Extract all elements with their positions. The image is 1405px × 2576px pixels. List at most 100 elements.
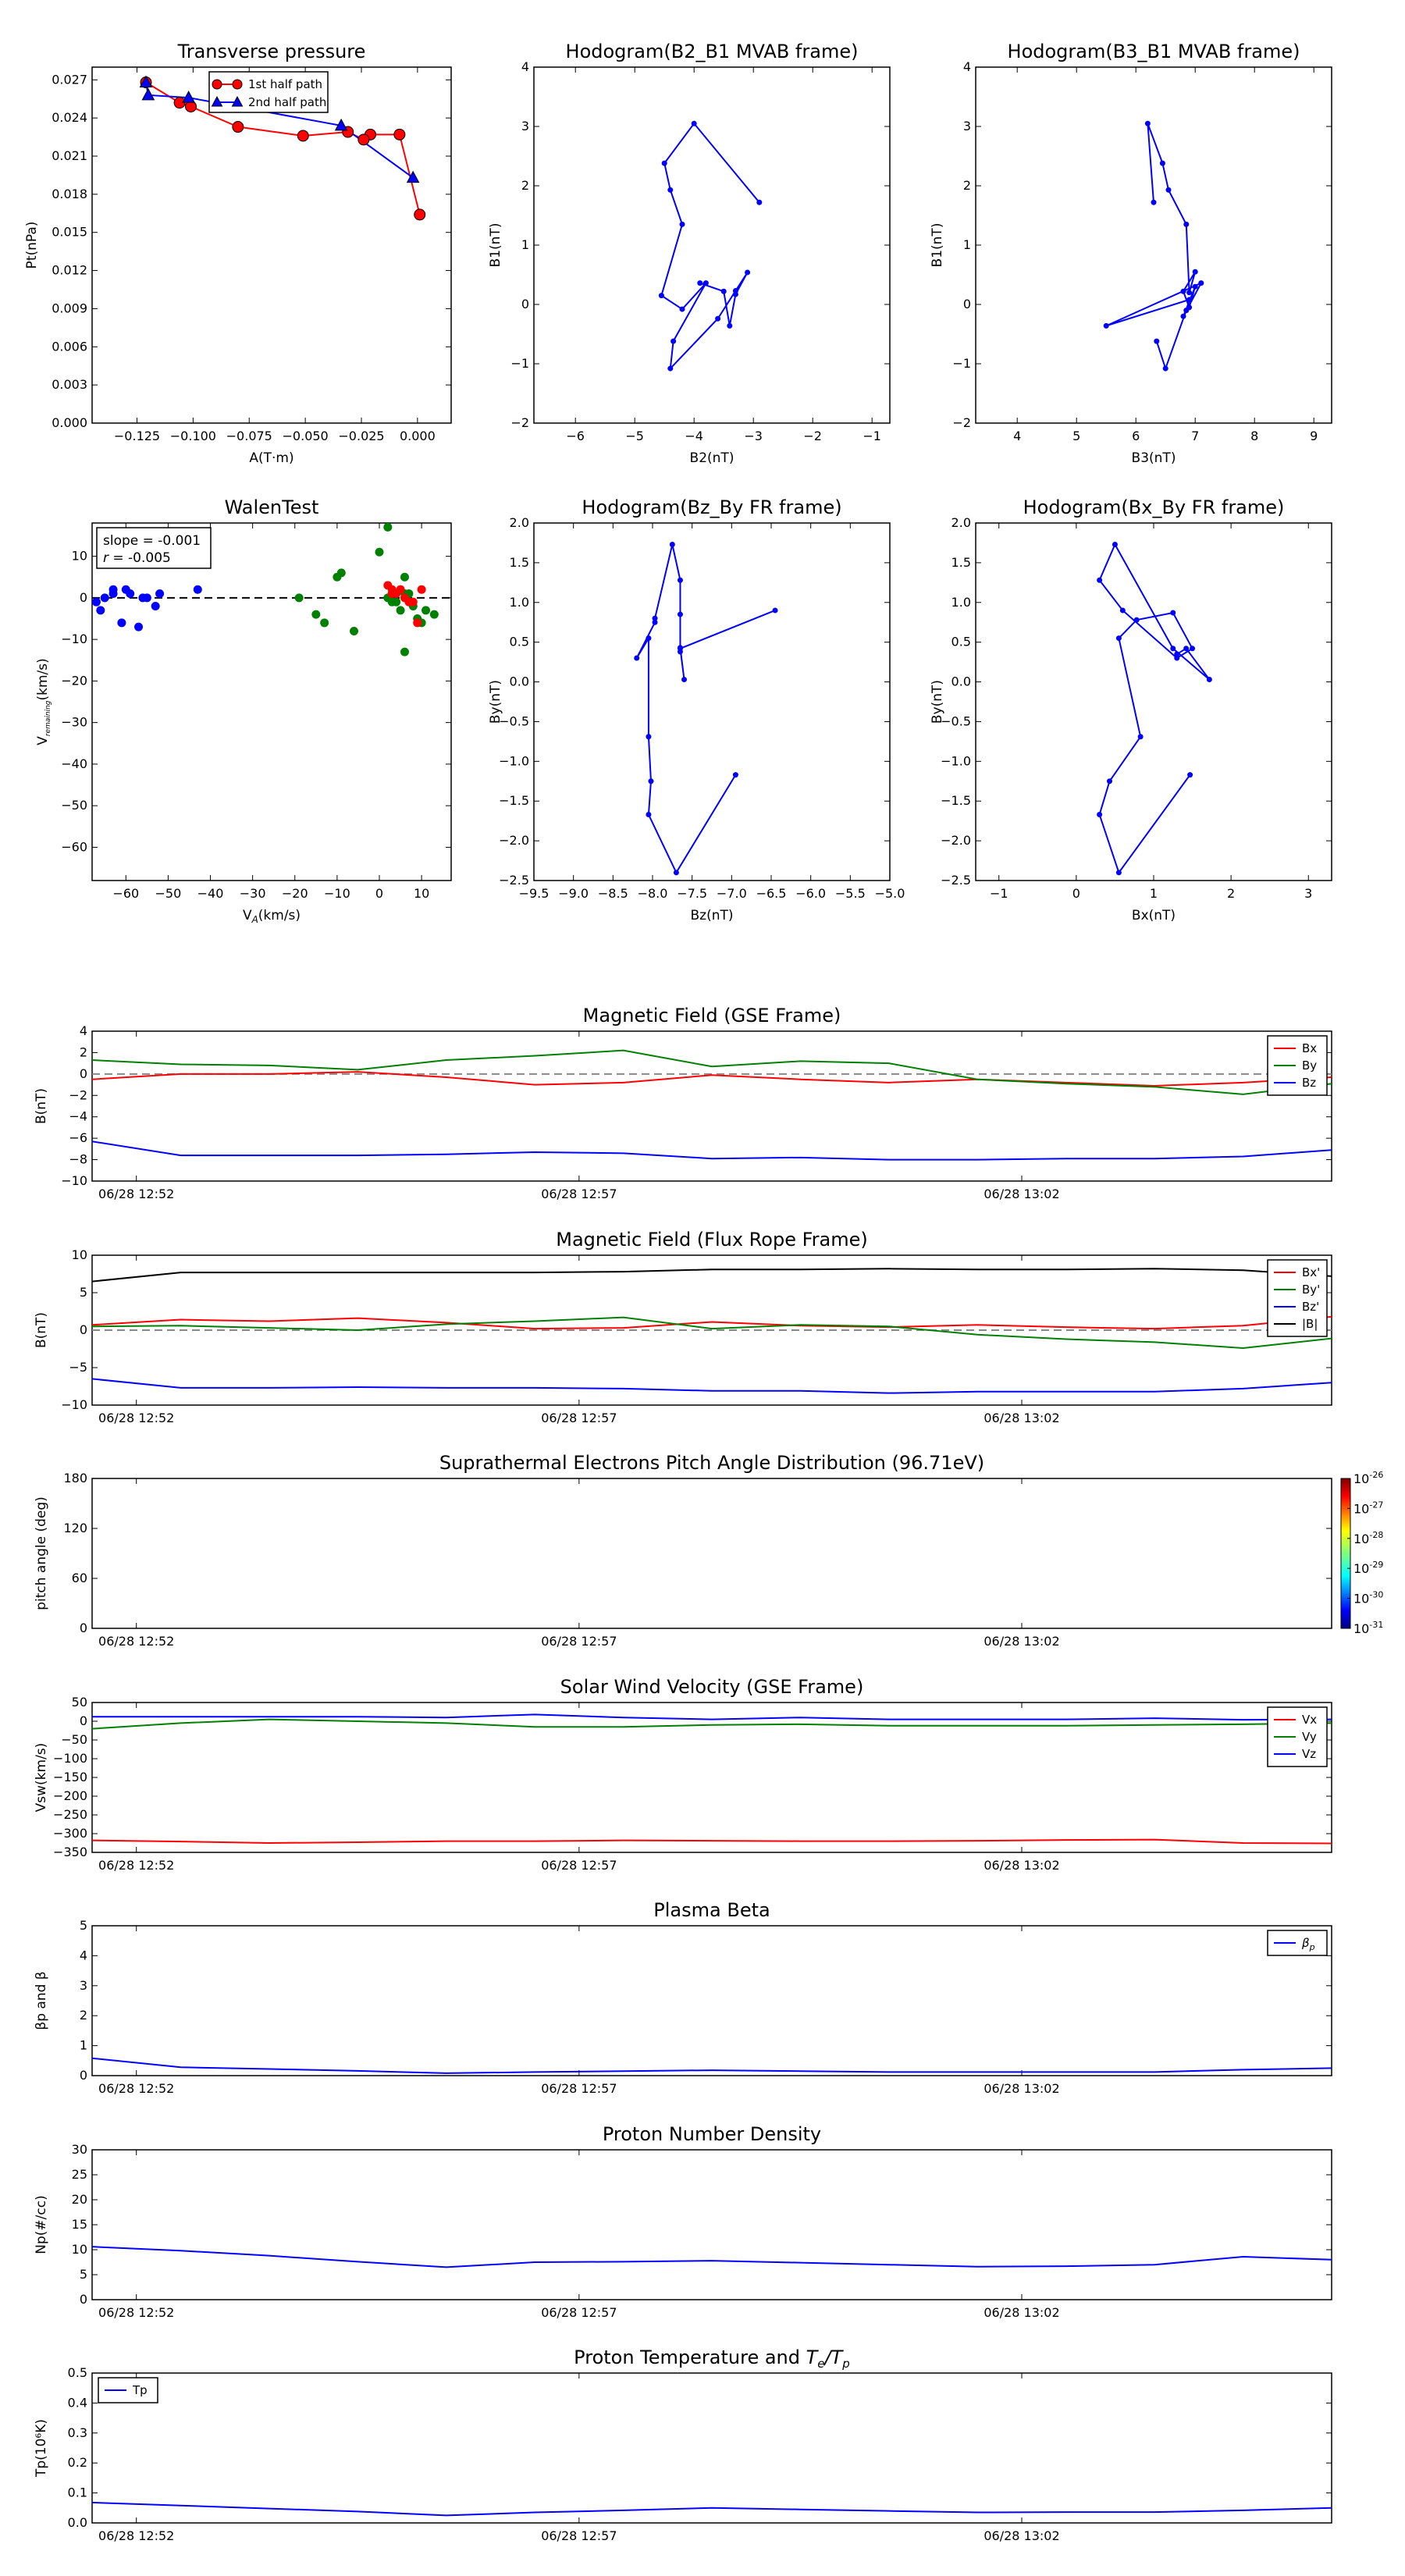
y-tick-label: −2.0	[499, 833, 529, 848]
legend-label: |B|	[1302, 1317, 1318, 1331]
x-tick-label: −6.5	[756, 886, 787, 901]
y-tick-label: 0.021	[52, 148, 87, 163]
y-tick-label: 1	[963, 237, 971, 252]
data-point	[1187, 772, 1193, 778]
y-tick-label: −0.5	[499, 713, 529, 728]
y-tick-label: −50	[61, 1732, 87, 1747]
colorbar-exp: -30	[1369, 1590, 1383, 1600]
y-tick-label: 0.015	[52, 225, 87, 240]
data-point	[417, 585, 426, 594]
chart-tp2: Proton Temperature and Te/Tp 0.0 0.1 0.2 0.3…	[34, 2347, 1332, 2543]
data-point	[134, 622, 144, 632]
data-point	[1183, 308, 1190, 314]
legend-label: Vy	[1302, 1730, 1317, 1744]
y-tick-label: −300	[53, 1826, 87, 1841]
data-point	[697, 280, 703, 286]
data-point	[393, 128, 406, 141]
data-point	[387, 589, 397, 599]
plot-area	[92, 1268, 1332, 1394]
data-point	[1112, 541, 1118, 547]
x-label-sub: A	[251, 914, 258, 925]
y-tick-label: −1.0	[499, 753, 529, 768]
y-tick-label: 25	[72, 2167, 87, 2182]
y-tick-label: 5	[80, 1285, 87, 1300]
colorbar-base: 10	[1353, 1561, 1369, 1576]
y-axis-label: B(nT)	[34, 1312, 49, 1348]
colorbar-exp: -28	[1369, 1530, 1383, 1540]
title-p: p	[841, 2357, 850, 2371]
series-line	[1105, 123, 1204, 372]
data-point	[1151, 199, 1157, 205]
annotation-box	[96, 527, 212, 569]
y-tick-label: 0.018	[52, 187, 87, 201]
data-point	[1115, 635, 1122, 642]
data-point	[667, 365, 674, 372]
data-point	[406, 170, 420, 183]
data-point	[669, 541, 675, 547]
x-tick-label: −4	[685, 429, 703, 443]
y-tick-label: 0.2	[68, 2455, 87, 2470]
legend-marker	[211, 95, 223, 107]
y-tick-label: 0	[963, 297, 971, 311]
colorbar-label: 10-26	[1353, 1470, 1383, 1486]
y-axis-label: B1(nT)	[488, 223, 503, 268]
data-point	[383, 523, 393, 532]
data-point	[96, 606, 105, 615]
data-point	[108, 589, 118, 599]
x-tick-label: 06/28 12:52	[98, 2305, 174, 2320]
data-point	[142, 593, 151, 603]
x-tick-label: 2	[1227, 886, 1235, 901]
y-tick-label: −50	[61, 798, 87, 813]
series-line-Bx	[92, 1315, 1332, 1330]
data-point	[732, 772, 738, 778]
data-point	[396, 606, 405, 615]
y-label-sub: remaining	[44, 700, 52, 736]
y-tick-label: 0	[80, 1621, 87, 1635]
x-tick-label: −2	[803, 429, 822, 443]
title-text: Proton Temperature and	[574, 2347, 806, 2368]
data-point	[155, 589, 165, 599]
title-e: e	[817, 2357, 824, 2371]
data-point	[1159, 160, 1165, 166]
y-label-unit: (km/s)	[35, 658, 51, 700]
legend-marker	[212, 79, 222, 90]
plot-area	[92, 2246, 1332, 2268]
y-axis-label: B1(nT)	[930, 223, 945, 268]
data-point	[1183, 221, 1190, 227]
data-point	[1144, 120, 1151, 126]
chart-walen: WalenTest −60 −50 −40 −30 −20 −10 0 10 −60 −50 −40 −…	[35, 496, 452, 925]
chart-title: Hodogram(B2_B1 MVAB frame)	[566, 41, 859, 62]
data-point	[648, 778, 654, 785]
data-point	[1119, 607, 1126, 614]
chart-h1: Hodogram(B2_B1 MVAB frame) −2 −1 0 1 2 3 4 −6 −5 −…	[488, 41, 891, 466]
y-tick-label: 0	[80, 1322, 87, 1337]
x-tick-label: 06/28 13:02	[984, 1411, 1059, 1425]
x-tick-label: 5	[1072, 429, 1080, 443]
y-tick-label: −100	[53, 1751, 87, 1766]
series-line-Bz	[92, 1140, 1332, 1161]
chart-beta: Plasma Beta 0 1 2 3 4 5 06/28 12:52 06/28 12:57 0…	[34, 1899, 1332, 2096]
series-line-p	[92, 2057, 1332, 2074]
data-point	[1097, 812, 1103, 818]
y-tick-label: 2	[521, 178, 529, 193]
data-point	[396, 585, 405, 594]
series-line-Vy	[92, 1718, 1332, 1730]
y-tick-label: 0.1	[68, 2485, 87, 2500]
y-tick-label: −1.5	[941, 793, 971, 808]
y-tick-label: 0.027	[52, 72, 87, 87]
data-point	[429, 610, 439, 619]
chart-h4: Hodogram(Bx_By FR frame) −2.5 −2.0 −1.5 −1.0…	[930, 496, 1332, 923]
x-axis-label: B2(nT)	[690, 450, 735, 466]
plot-area	[634, 541, 778, 876]
x-tick-label: −0.125	[114, 429, 160, 443]
plot-frame	[91, 2149, 1332, 2300]
data-point	[1190, 646, 1196, 652]
data-point	[634, 655, 640, 661]
y-tick-label: 0.000	[52, 415, 87, 430]
y-tick-label: −0.5	[941, 713, 971, 728]
plot-area	[92, 2057, 1332, 2074]
legend-marker	[231, 95, 244, 107]
x-tick-label: −6	[566, 429, 585, 443]
chart-vsw: Solar Wind Velocity (GSE Frame) −350 −300 −…	[34, 1676, 1332, 1873]
plot-area	[1097, 541, 1212, 876]
